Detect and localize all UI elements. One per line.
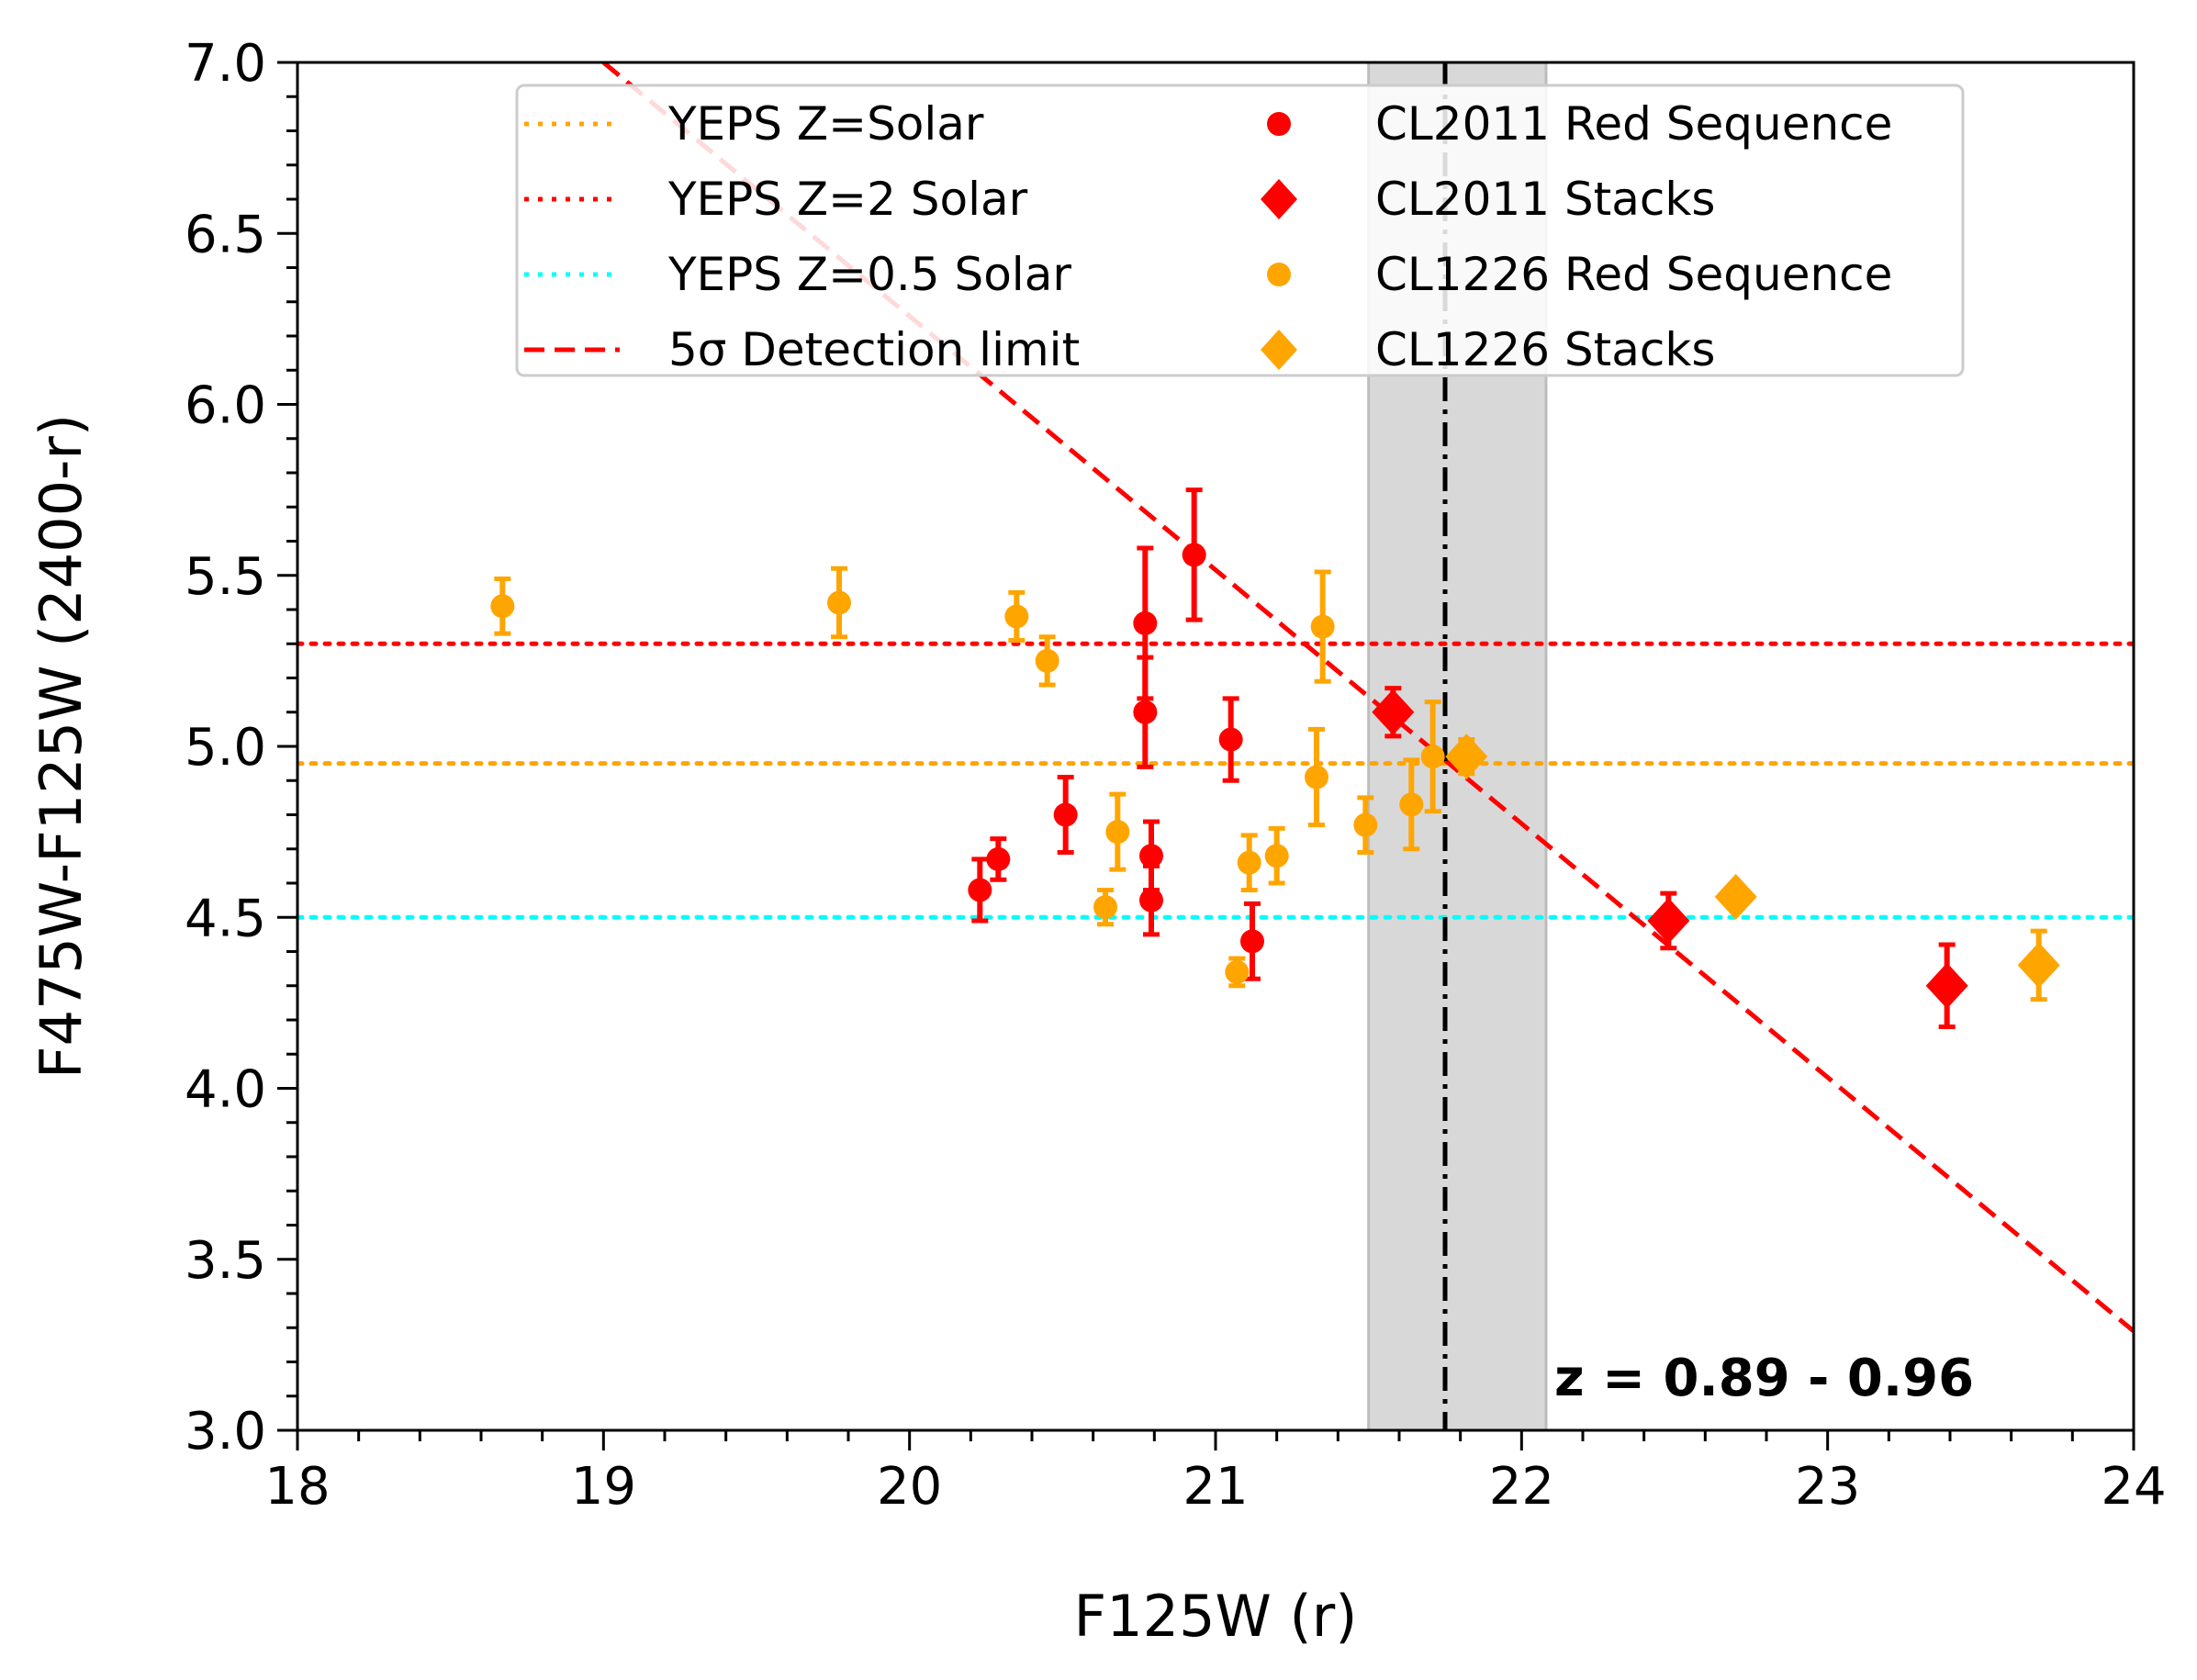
series-2-point-8 bbox=[1264, 825, 1289, 886]
series-1-point-1 bbox=[1647, 890, 1690, 951]
redshift-annotation: z = 0.89 - 0.96 bbox=[1554, 1349, 1974, 1408]
series-0-point-6 bbox=[1139, 863, 1163, 937]
series-2-point-9 bbox=[1305, 726, 1328, 828]
circle-marker bbox=[968, 878, 992, 902]
diamond-marker bbox=[1714, 873, 1757, 920]
series-1-point-0 bbox=[1372, 686, 1415, 739]
diamond-marker bbox=[1372, 689, 1415, 735]
y-tick-label: 7.0 bbox=[185, 34, 266, 94]
series-0-point-1 bbox=[986, 836, 1011, 882]
series-0-point-4 bbox=[1133, 655, 1158, 769]
circle-marker bbox=[1093, 895, 1117, 920]
circle-marker bbox=[1237, 850, 1261, 875]
circle-marker bbox=[1353, 812, 1378, 837]
y-tick-label: 6.0 bbox=[185, 376, 266, 436]
circle-marker bbox=[1139, 844, 1163, 868]
diamond-marker bbox=[1925, 962, 1968, 1009]
legend-series-label-2: CL1226 Red Sequence bbox=[1375, 248, 1892, 301]
series-3-point-0 bbox=[1445, 734, 1488, 780]
legend-series-label-1: CL2011 Stacks bbox=[1375, 173, 1715, 226]
x-tick-label: 20 bbox=[877, 1457, 942, 1517]
y-tick-label: 6.5 bbox=[185, 205, 266, 264]
series-2-point-2 bbox=[1004, 589, 1029, 644]
legend-label-3: 5σ Detection limit bbox=[668, 323, 1080, 376]
y-tick-label: 4.5 bbox=[185, 889, 266, 948]
x-axis-label: F125W (r) bbox=[1074, 1583, 1358, 1650]
legend-swatch-diamond-1 bbox=[1261, 179, 1297, 219]
circle-marker bbox=[1264, 844, 1289, 868]
circle-marker bbox=[986, 846, 1011, 871]
series-0-point-8 bbox=[1218, 696, 1243, 783]
x-tick-label: 23 bbox=[1795, 1457, 1860, 1517]
diamond-marker bbox=[1445, 734, 1488, 780]
circle-marker bbox=[1305, 765, 1328, 790]
circle-marker bbox=[1133, 700, 1158, 724]
x-tick-label: 18 bbox=[264, 1457, 330, 1517]
legend-label-0: YEPS Z=Solar bbox=[667, 97, 984, 151]
y-tick-label: 5.5 bbox=[185, 547, 266, 607]
series-0-point-7 bbox=[1182, 487, 1206, 622]
y-axis-label: F475W-F125W (2400-r) bbox=[28, 414, 95, 1079]
series-3-point-1 bbox=[1714, 873, 1757, 920]
circle-marker bbox=[490, 594, 515, 619]
circle-marker bbox=[1035, 648, 1059, 673]
series-2-point-0 bbox=[490, 576, 515, 636]
series-0-point-2 bbox=[1053, 775, 1078, 855]
legend-swatch-circle-2 bbox=[1267, 263, 1291, 286]
circle-marker bbox=[1004, 604, 1029, 629]
y-tick-label: 4.0 bbox=[185, 1060, 266, 1120]
x-tick-label: 19 bbox=[571, 1457, 636, 1517]
circle-marker bbox=[1139, 888, 1163, 913]
series-2-point-12 bbox=[1399, 757, 1424, 852]
legend-label-1: YEPS Z=2 Solar bbox=[667, 173, 1028, 226]
series-2-point-6 bbox=[1225, 956, 1250, 989]
legend-swatch-circle-0 bbox=[1267, 112, 1291, 136]
series-0-point-0 bbox=[968, 857, 992, 924]
circle-marker bbox=[1310, 614, 1335, 639]
legend-swatch-diamond-3 bbox=[1261, 330, 1297, 370]
series-0-point-9 bbox=[1240, 901, 1264, 981]
legend-label-2: YEPS Z=0.5 Solar bbox=[667, 248, 1071, 301]
series-2-point-4 bbox=[1093, 887, 1117, 927]
y-tick-label: 3.0 bbox=[185, 1402, 266, 1462]
circle-marker bbox=[1420, 745, 1445, 769]
circle-marker bbox=[1053, 802, 1078, 827]
circle-marker bbox=[1105, 820, 1130, 845]
series-2-point-3 bbox=[1035, 634, 1059, 688]
diamond-marker bbox=[1647, 897, 1690, 944]
x-tick-label: 22 bbox=[1489, 1457, 1554, 1517]
series-2-point-11 bbox=[1353, 795, 1378, 855]
series-1-point-2 bbox=[1925, 942, 1968, 1029]
series-2-point-7 bbox=[1237, 833, 1261, 892]
series-2-point-13 bbox=[1420, 700, 1445, 814]
legend-box bbox=[515, 84, 1965, 377]
legend-series-label-0: CL2011 Red Sequence bbox=[1375, 97, 1892, 151]
series-2-point-5 bbox=[1105, 791, 1130, 872]
circle-marker bbox=[1240, 929, 1264, 954]
circle-marker bbox=[1218, 727, 1243, 752]
y-tick-label: 3.5 bbox=[185, 1231, 266, 1291]
x-tick-label: 24 bbox=[2101, 1457, 2166, 1517]
circle-marker bbox=[1133, 610, 1158, 635]
circle-marker bbox=[1399, 792, 1424, 817]
circle-marker bbox=[1225, 959, 1250, 984]
series-2-point-1 bbox=[827, 566, 851, 640]
series-3-point-2 bbox=[2017, 928, 2060, 1002]
circle-marker bbox=[1182, 543, 1206, 567]
x-tick-label: 21 bbox=[1183, 1457, 1248, 1517]
circle-marker bbox=[827, 590, 851, 615]
legend-series-label-3: CL1226 Stacks bbox=[1375, 323, 1715, 376]
series-2-point-10 bbox=[1310, 569, 1335, 684]
y-tick-label: 5.0 bbox=[185, 718, 266, 778]
diamond-marker bbox=[2017, 942, 2060, 989]
